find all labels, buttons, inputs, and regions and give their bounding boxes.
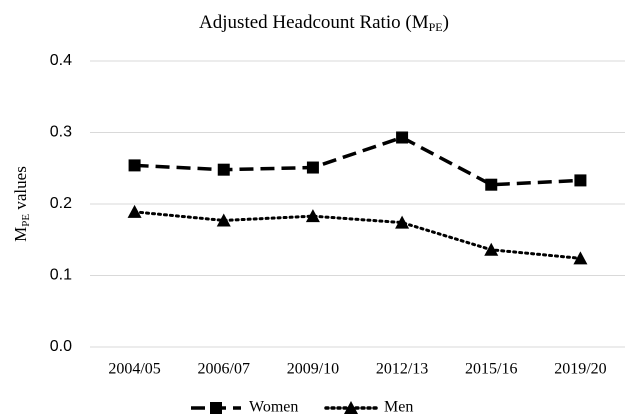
marker — [217, 163, 230, 176]
y-label-text: M — [11, 227, 30, 242]
y-tick-label: 0.3 — [50, 124, 72, 141]
legend-label: Men — [384, 399, 413, 416]
y-tick-label: 0.1 — [50, 267, 72, 284]
marker — [574, 174, 587, 187]
title-subscript: PE — [429, 20, 443, 34]
marker — [216, 213, 231, 227]
legend-label: Women — [249, 399, 298, 416]
x-tick-label: 2006/07 — [198, 361, 250, 378]
legend-item: Women — [191, 399, 298, 416]
title-text: Adjusted Headcount Ratio (M — [199, 12, 429, 33]
marker — [344, 401, 358, 414]
y-label-subscript: PE — [20, 214, 32, 227]
marker — [305, 209, 320, 223]
marker — [395, 215, 410, 229]
x-tick-label: 2012/13 — [376, 361, 428, 378]
x-tick-label: 2019/20 — [554, 361, 606, 378]
title-text: ) — [443, 12, 449, 33]
series-line — [134, 135, 581, 187]
marker — [210, 402, 222, 414]
marker — [306, 161, 319, 174]
marker — [484, 242, 499, 256]
y-tick-label: 0.2 — [50, 195, 72, 212]
marker — [485, 178, 498, 191]
legend-item: Men — [324, 399, 413, 416]
series-line — [133, 210, 582, 260]
y-axis-label: MPE values — [11, 166, 32, 242]
y-label-text: values — [11, 166, 30, 214]
x-tick-label: 2009/10 — [287, 361, 339, 378]
x-tick-label: 2015/16 — [465, 361, 517, 378]
marker — [396, 131, 409, 144]
y-tick-label: 0.0 — [50, 338, 72, 355]
marker — [128, 159, 141, 172]
x-tick-label: 2004/05 — [108, 361, 160, 378]
y-tick-label: 0.4 — [50, 52, 72, 69]
chart-title: Adjusted Headcount Ratio (MPE) — [199, 12, 449, 33]
marker — [573, 251, 588, 265]
marker — [127, 204, 142, 218]
